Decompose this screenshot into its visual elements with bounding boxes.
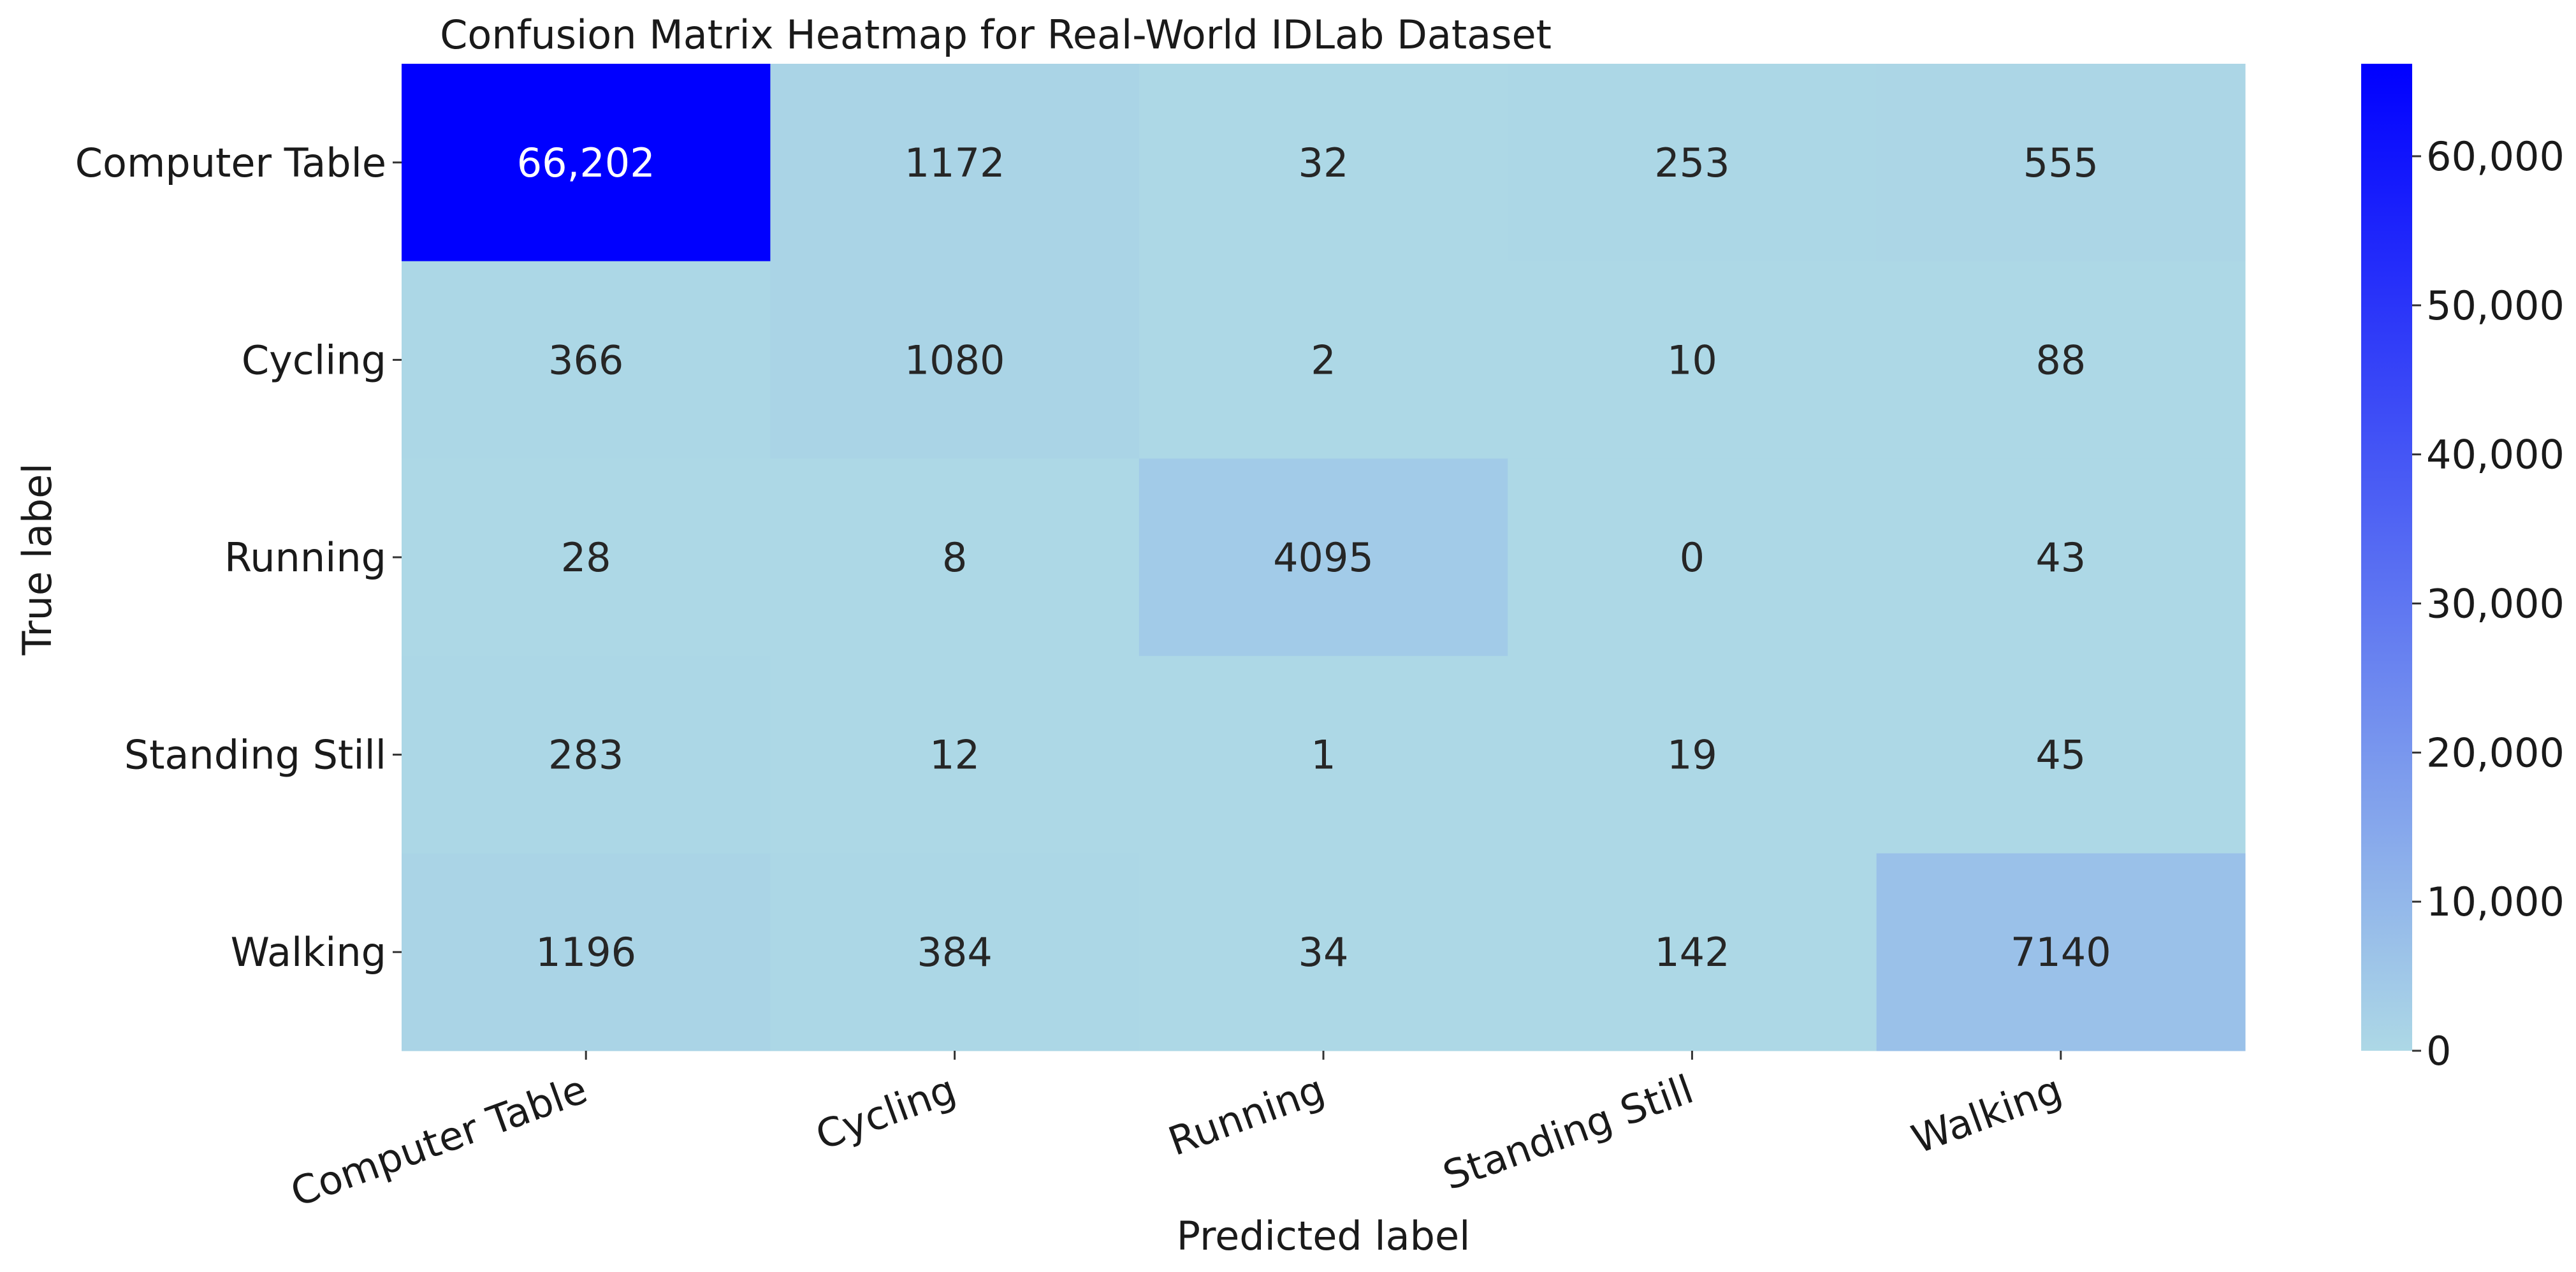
- heatmap-cell: [1876, 261, 2246, 459]
- colorbar-tick-label: 10,000: [2426, 879, 2565, 925]
- heatmap-cell-labels: 66,202 1172 32 253 555 366 1080 2 10 88 28 8 4095 0 43…: [517, 140, 2111, 976]
- heatmap-cell: [770, 458, 1140, 657]
- y-tick-label: Computer Table: [75, 140, 386, 186]
- heatmap-cell: [402, 458, 771, 657]
- chart-title: Confusion Matrix Heatmap for Real-World …: [440, 11, 1552, 58]
- x-tick-label: Running: [1162, 1065, 1330, 1164]
- cell-value-label: 66,202: [517, 140, 655, 186]
- colorbar-tick-label: 40,000: [2426, 432, 2565, 478]
- colorbar-tick-label: 60,000: [2426, 133, 2565, 180]
- cell-value-label: 253: [1654, 140, 1729, 186]
- cell-value-label: 12: [929, 732, 980, 779]
- cell-value-label: 366: [548, 337, 623, 383]
- cell-value-label: 7140: [2011, 929, 2111, 976]
- heatmap-cell: [1139, 655, 1508, 854]
- heatmap-cell: [1139, 853, 1508, 1051]
- cell-value-label: 384: [917, 929, 992, 976]
- cell-value-label: 1: [1311, 732, 1335, 779]
- cell-value-label: 2: [1311, 337, 1335, 383]
- heatmap-cell: [1139, 458, 1508, 657]
- heatmap-cell: [1139, 64, 1508, 262]
- heatmap-cell: [770, 655, 1140, 854]
- y-tick-label: Standing Still: [124, 732, 386, 779]
- cell-value-label: 283: [548, 732, 623, 779]
- cell-value-label: 4095: [1273, 534, 1374, 581]
- heatmap-cell: [1139, 261, 1508, 459]
- heatmap-cell: [1508, 64, 1877, 262]
- heatmap-cell: [1876, 64, 2246, 262]
- colorbar-tick-label: 20,000: [2426, 729, 2565, 776]
- heatmap-cell: [1508, 655, 1877, 854]
- cell-value-label: 10: [1667, 337, 1717, 383]
- cell-value-label: 19: [1667, 732, 1717, 779]
- x-tick-label: Standing Still: [1437, 1065, 1699, 1199]
- cell-value-label: 34: [1299, 929, 1349, 976]
- cell-value-label: 1172: [905, 140, 1005, 186]
- cell-value-label: 555: [2023, 140, 2099, 186]
- x-axis-label: Predicted label: [1177, 1213, 1471, 1259]
- heatmap-cells: [402, 64, 2246, 1051]
- y-axis-label: True label: [14, 463, 61, 655]
- cell-value-label: 0: [1680, 534, 1705, 581]
- colorbar-tick-label: 50,000: [2426, 282, 2565, 329]
- cell-value-label: 28: [561, 534, 611, 581]
- cell-value-label: 8: [942, 534, 967, 581]
- x-axis-ticks: Computer Table Cycling Running Standing Sti…: [285, 1051, 2068, 1216]
- cell-value-label: 32: [1299, 140, 1349, 186]
- cell-value-label: 88: [2035, 337, 2086, 383]
- heatmap-cell: [402, 655, 771, 854]
- colorbar-ticks: 0 10,000 20,000 30,000 40,000 50,000 60,000: [2412, 133, 2565, 1074]
- heatmap-cell: [402, 64, 771, 262]
- heatmap-cell: [402, 261, 771, 459]
- y-tick-label: Running: [224, 534, 386, 581]
- heatmap-cell: [1508, 261, 1877, 459]
- heatmap-cell: [770, 853, 1140, 1051]
- y-tick-label: Cycling: [242, 337, 386, 383]
- x-tick-label: Computer Table: [285, 1065, 593, 1216]
- heatmap-cell: [402, 853, 771, 1051]
- cell-value-label: 1080: [905, 337, 1005, 383]
- x-tick-label: Walking: [1905, 1065, 2068, 1162]
- y-axis-ticks: Computer Table Cycling Running Standing Sti…: [75, 140, 402, 976]
- cell-value-label: 45: [2035, 732, 2086, 779]
- x-tick-label: Cycling: [810, 1065, 961, 1159]
- colorbar: [2361, 64, 2412, 1051]
- heatmap-cell: [1876, 853, 2246, 1051]
- cell-value-label: 142: [1654, 929, 1729, 976]
- colorbar-tick-label: 0: [2426, 1028, 2451, 1074]
- cell-value-label: 43: [2035, 534, 2086, 581]
- heatmap-cell: [1876, 655, 2246, 854]
- heatmap-cell: [770, 64, 1140, 262]
- cell-value-label: 1196: [535, 929, 636, 976]
- heatmap-cell: [1876, 458, 2246, 657]
- y-tick-label: Walking: [231, 929, 386, 976]
- heatmap-cell: [1508, 458, 1877, 657]
- heatmap-cell: [1508, 853, 1877, 1051]
- colorbar-tick-label: 30,000: [2426, 581, 2565, 627]
- heatmap-cell: [770, 261, 1140, 459]
